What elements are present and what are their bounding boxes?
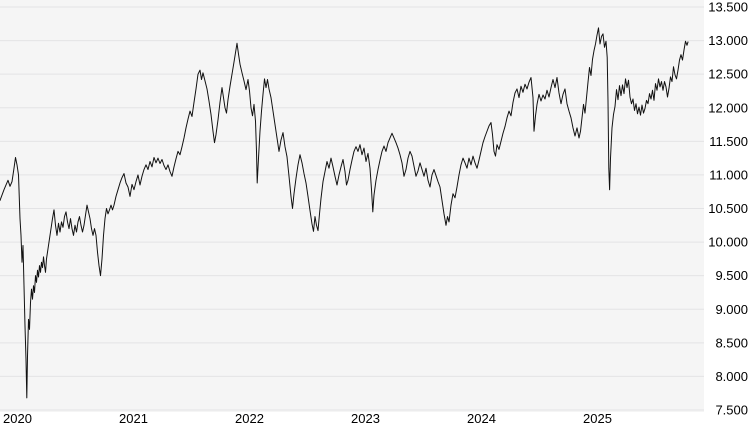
y-axis-label: 13.000 <box>708 33 748 48</box>
y-axis-label: 12.000 <box>708 100 748 115</box>
y-axis-label: 9.500 <box>715 268 748 283</box>
y-axis-label: 11.500 <box>709 134 748 149</box>
plot-background <box>0 0 704 412</box>
x-axis-label: 2024 <box>467 411 496 426</box>
y-axis-label: 8.000 <box>715 369 748 384</box>
price-line <box>0 27 689 399</box>
y-axis-label: 10.500 <box>708 201 748 216</box>
x-axis-label: 2020 <box>3 411 32 426</box>
y-axis-label: 11.000 <box>709 167 748 182</box>
x-axis-label: 2025 <box>583 411 612 426</box>
x-axis-label: 2022 <box>235 411 264 426</box>
x-axis-label: 2023 <box>351 411 380 426</box>
y-axis-label: 8.500 <box>715 335 748 350</box>
y-axis-label: 7.500 <box>715 403 748 418</box>
x-axis-label: 2021 <box>119 411 148 426</box>
y-axis-label: 10.000 <box>708 235 748 250</box>
y-axis-label: 9.000 <box>715 302 748 317</box>
y-axis-label: 12.500 <box>708 67 748 82</box>
y-axis-label: 13.500 <box>708 0 748 15</box>
